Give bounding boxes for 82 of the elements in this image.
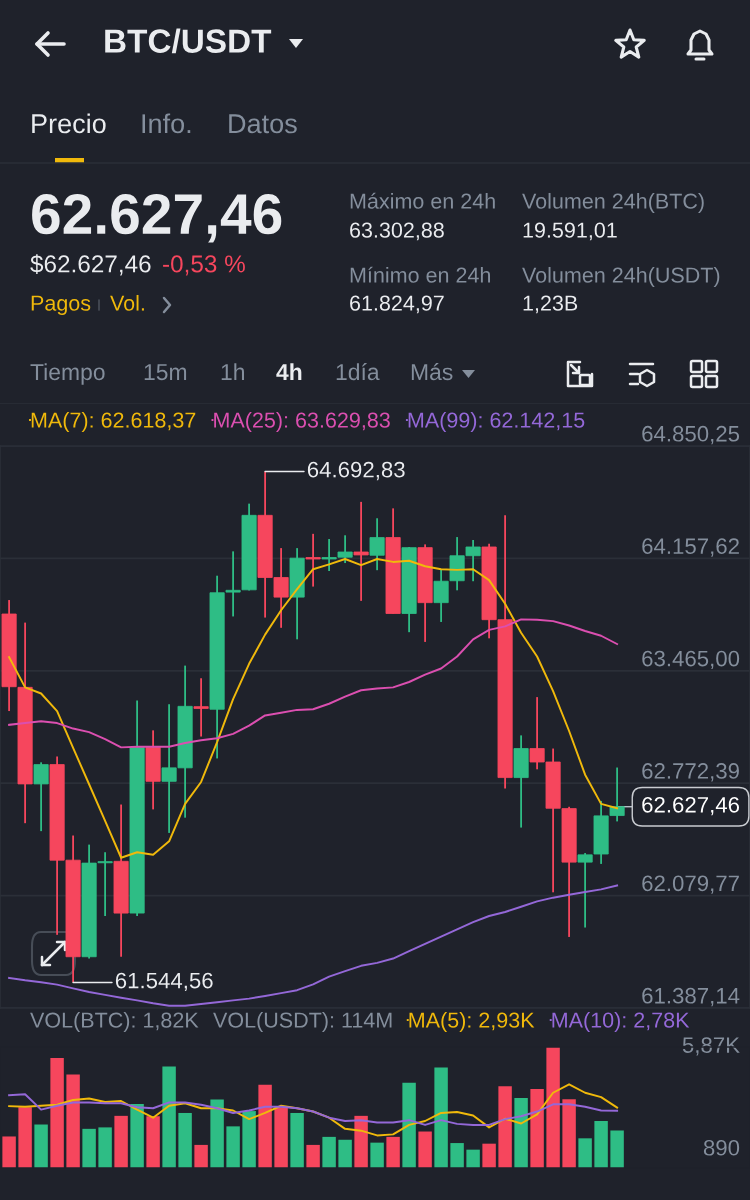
text: Pagos [31, 295, 91, 316]
legend-label: MA(99): 62.142,15 [408, 411, 585, 433]
bar [114, 1115, 128, 1168]
text: 15m [144, 364, 187, 381]
bar [546, 1047, 560, 1168]
y-tick-label: 63.465,00 [642, 650, 740, 670]
bar [434, 1067, 448, 1168]
annotation: 64.692,83 [307, 461, 405, 481]
bar [98, 1127, 112, 1168]
bar [34, 1124, 48, 1168]
text: Datos [229, 114, 297, 134]
text: Tiempo [30, 363, 105, 385]
bar [402, 1082, 416, 1168]
bar [82, 1128, 96, 1168]
text: 4h [276, 363, 302, 380]
bar [354, 1115, 368, 1168]
text: 1h [221, 363, 244, 380]
bar [146, 1116, 160, 1168]
text: Vol. [110, 294, 144, 311]
text: -0,53 % [163, 255, 245, 276]
bar [482, 1143, 496, 1168]
bar [322, 1136, 336, 1168]
legend-label: MA(5): 2,93K [409, 1011, 535, 1033]
text: Más [411, 363, 453, 381]
bar [514, 1098, 528, 1168]
bar [226, 1126, 240, 1168]
legend-label: MA(25): 63.629,83 [214, 411, 390, 433]
y-tick-label: 61.387,14 [642, 987, 740, 1007]
ref-line-label: 62.627,46 [642, 796, 740, 816]
text: Máximo en 24h [350, 192, 495, 209]
y-tick-label: 62.772,39 [642, 763, 739, 782]
bar [290, 1112, 304, 1168]
bar [370, 1142, 384, 1168]
bar [450, 1143, 464, 1168]
text: Volumen 24h(USDT) [522, 266, 720, 288]
text: Mínimo en 24h [350, 266, 490, 283]
y-tick-label: 64.850,25 [642, 425, 740, 445]
text: 1día [336, 363, 380, 381]
y-tick-label: 890 [703, 1139, 740, 1156]
text: 61.824,97 [350, 295, 444, 314]
text: VOL(BTC): 1,82K [30, 1011, 199, 1033]
text: 19.591,01 [523, 222, 617, 241]
text: Volumen 24h(BTC) [522, 192, 704, 214]
text: VOL(USDT): 114M [213, 1011, 392, 1033]
text: BTC/USDT [105, 28, 272, 54]
bar [578, 1138, 592, 1168]
bar [50, 1057, 64, 1168]
bar [242, 1111, 256, 1168]
bar [530, 1089, 544, 1168]
text: 1,23B [523, 295, 578, 314]
y-tick-label: 5,87K [682, 1037, 740, 1056]
bar [194, 1144, 208, 1168]
bar [130, 1103, 144, 1168]
text: 62.627,46 [32, 193, 282, 243]
y-tick-label: 62.079,77 [642, 875, 739, 894]
bar [418, 1131, 432, 1168]
bar [338, 1139, 352, 1168]
bar [386, 1136, 400, 1168]
line-series [8, 1093, 619, 1126]
bar [562, 1099, 576, 1168]
bar [178, 1112, 192, 1168]
bar [18, 1107, 32, 1168]
y-tick-label: 64.157,62 [642, 538, 739, 557]
bar [210, 1099, 224, 1168]
bar [306, 1144, 320, 1168]
legend-label: MA(7): 62.618,37 [31, 411, 196, 433]
legend-label: MA(10): 2,78K [552, 1011, 690, 1033]
bar [274, 1107, 288, 1168]
bar [66, 1074, 80, 1168]
bar [258, 1084, 272, 1168]
line-series [8, 1083, 619, 1137]
text: 63.302,88 [350, 222, 444, 241]
bar [498, 1086, 512, 1168]
bar [466, 1149, 480, 1168]
text: Info. [142, 113, 191, 134]
annotation: 61.544,56 [115, 972, 213, 992]
bar [594, 1121, 608, 1168]
bar [610, 1130, 624, 1168]
text: $62.627,46 [30, 254, 151, 276]
bar [162, 1066, 176, 1168]
text: Precio [32, 113, 106, 134]
bar [2, 1136, 16, 1168]
